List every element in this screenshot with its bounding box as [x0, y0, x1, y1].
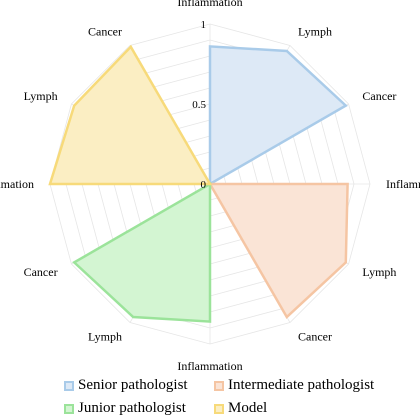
axis-label-cancer: Cancer: [298, 329, 332, 343]
series-area-senior-pathologist: [208, 45, 348, 187]
axis-label-cancer: Cancer: [362, 89, 396, 103]
axis-label-cancer: Cancer: [88, 25, 122, 39]
axis-label-inflammation: Inflammation: [386, 177, 420, 191]
legend-item-model[interactable]: Model: [214, 400, 267, 417]
radial-tick-label: 0.5: [192, 99, 206, 111]
axis-label-inflammation: Inflammation: [177, 359, 242, 373]
axis-label-lymph: Lymph: [24, 89, 58, 103]
legend-label-model: Model: [228, 400, 268, 416]
legend-swatch-senior: [64, 380, 74, 391]
legend-swatch-junior: [64, 403, 74, 414]
legend-item-intermediate[interactable]: Intermediate pathologist: [214, 377, 374, 394]
axis-labels: Inflammation Lymph Cancer Inflammation Lymph…: [0, 0, 420, 373]
radar-series: [48, 44, 349, 323]
legend-item-junior[interactable]: Junior pathologist: [64, 400, 186, 417]
axis-label-lymph: Lymph: [362, 265, 396, 279]
radial-tick-label: 1: [201, 19, 207, 31]
axis-label-cancer: Cancer: [24, 265, 58, 279]
legend-label-intermediate: Intermediate pathologist: [228, 377, 375, 393]
legend-swatch-intermediate: [214, 380, 224, 391]
axis-label-lymph: Lymph: [88, 329, 122, 343]
legend-label-senior: Senior pathologist: [78, 377, 188, 393]
legend-item-senior[interactable]: Senior pathologist: [64, 377, 188, 394]
series-area-junior-pathologist: [72, 181, 212, 323]
axis-label-inflammation: Inflammation: [177, 0, 242, 9]
legend-label-junior: Junior pathologist: [78, 400, 186, 416]
legend-swatch-model: [214, 403, 224, 414]
axis-label-lymph: Lymph: [298, 25, 332, 39]
radial-tick-label: 0: [201, 179, 207, 191]
series-area-model: [48, 44, 213, 186]
radial-ticks: 00.51: [192, 19, 206, 191]
axis-label-inflammation: Inflammation: [0, 177, 34, 191]
series-area-intermediate-pathologist: [207, 182, 349, 320]
